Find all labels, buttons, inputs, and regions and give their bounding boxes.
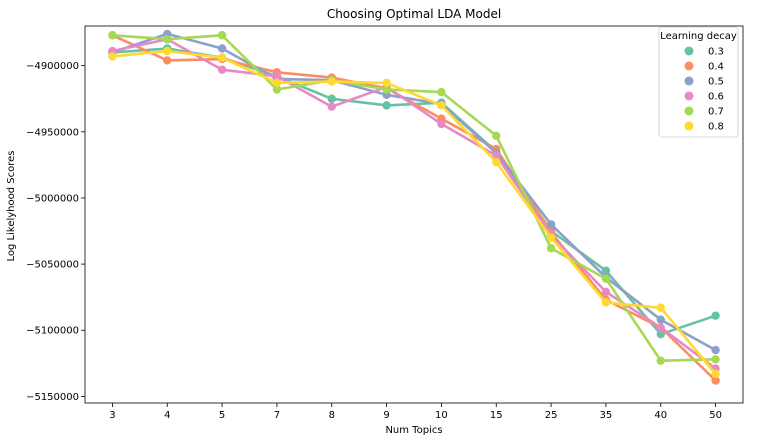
legend-box bbox=[658, 26, 739, 138]
legend-label-0.3: 0.3 bbox=[708, 47, 724, 58]
data-point-0.7 bbox=[108, 31, 117, 40]
x-tick-label: 3 bbox=[109, 410, 115, 421]
data-point-0.6 bbox=[437, 119, 446, 129]
legend-marker-0.4 bbox=[684, 61, 694, 71]
data-point-0.8 bbox=[656, 303, 665, 312]
data-point-0.3 bbox=[382, 101, 391, 110]
data-point-0.6 bbox=[327, 102, 336, 111]
x-tick-label: 4 bbox=[164, 410, 170, 421]
legend-marker-0.6 bbox=[684, 91, 694, 101]
data-point-0.5 bbox=[711, 345, 720, 355]
x-axis-title: Num Topics bbox=[385, 425, 442, 436]
series-line-0.8 bbox=[111, 49, 717, 376]
data-point-0.8 bbox=[492, 158, 501, 167]
data-point-0.6 bbox=[217, 65, 227, 74]
data-point-0.8 bbox=[601, 298, 611, 307]
x-tick-label: 10 bbox=[435, 410, 448, 421]
data-point-0.7 bbox=[217, 31, 227, 40]
data-point-0.3 bbox=[327, 94, 336, 103]
data-point-0.7 bbox=[437, 87, 446, 97]
x-tick-label: 50 bbox=[709, 410, 722, 421]
legend-marker-0.8 bbox=[684, 121, 694, 131]
y-tick-label: −5100000 bbox=[26, 326, 79, 337]
y-tick-label: −5150000 bbox=[26, 392, 79, 403]
data-point-0.5 bbox=[546, 220, 556, 229]
data-point-0.8 bbox=[711, 369, 720, 379]
y-tick-label: −4900000 bbox=[26, 61, 79, 72]
legend-label-0.4: 0.4 bbox=[708, 62, 724, 73]
data-point-0.4 bbox=[163, 56, 172, 65]
data-point-0.7 bbox=[711, 355, 720, 364]
data-point-0.7 bbox=[163, 35, 172, 44]
legend-label-0.5: 0.5 bbox=[708, 77, 724, 88]
plot-frame bbox=[84, 25, 744, 404]
legend-label-0.6: 0.6 bbox=[708, 92, 724, 103]
x-tick-label: 8 bbox=[329, 410, 335, 421]
y-tick-label: −5000000 bbox=[26, 193, 79, 204]
series-line-0.4 bbox=[111, 33, 717, 382]
legend-marker-0.3 bbox=[684, 46, 694, 56]
x-tick-label: 35 bbox=[600, 410, 613, 421]
data-point-0.5 bbox=[217, 44, 227, 53]
data-point-0.6 bbox=[601, 287, 611, 297]
series-line-0.7 bbox=[111, 33, 717, 363]
x-tick-label: 9 bbox=[383, 410, 389, 421]
data-point-0.7 bbox=[656, 356, 665, 365]
data-point-0.5 bbox=[656, 315, 665, 324]
data-point-0.8 bbox=[382, 78, 391, 88]
data-point-0.8 bbox=[272, 78, 282, 88]
x-tick-label: 40 bbox=[654, 410, 667, 421]
plot-area: 3 4 5 7 8 9 10 15 25 35 40 50 −4900000 −4950000 −50000… bbox=[26, 25, 744, 421]
series-line-0.5 bbox=[111, 32, 717, 352]
data-point-0.6 bbox=[272, 72, 282, 81]
y-axis-title: Log Likelyhood Scores bbox=[6, 151, 17, 262]
data-point-0.7 bbox=[601, 274, 611, 283]
data-point-0.8 bbox=[163, 46, 172, 56]
data-point-0.7 bbox=[382, 85, 391, 94]
data-point-0.6 bbox=[656, 323, 665, 332]
x-tick-label: 5 bbox=[219, 410, 225, 421]
x-tick-label: 25 bbox=[545, 410, 558, 421]
data-point-0.7 bbox=[546, 244, 556, 253]
data-point-0.3 bbox=[711, 311, 720, 320]
data-point-0.7 bbox=[272, 85, 282, 94]
legend-label-0.7: 0.7 bbox=[708, 107, 724, 118]
data-point-0.3 bbox=[656, 330, 665, 339]
legend-label-0.8: 0.8 bbox=[708, 122, 724, 133]
x-tick-label: 7 bbox=[274, 410, 280, 421]
data-point-0.7 bbox=[492, 131, 501, 140]
legend-title: Learning decay bbox=[660, 31, 737, 42]
data-point-0.4 bbox=[711, 376, 720, 385]
legend-marker-0.7 bbox=[684, 106, 694, 116]
data-point-0.8 bbox=[108, 52, 117, 61]
legend-marker-0.5 bbox=[684, 76, 694, 86]
chart-title: Choosing Optimal LDA Model bbox=[327, 7, 501, 21]
data-point-0.8 bbox=[546, 233, 556, 242]
data-point-0.8 bbox=[217, 53, 227, 62]
y-tick-label: −5050000 bbox=[26, 260, 79, 271]
legend: Learning decay 0.3 0.4 0.5 0.6 0.7 0.8 bbox=[658, 26, 739, 138]
x-tick-label: 15 bbox=[490, 410, 503, 421]
data-point-0.3 bbox=[601, 266, 611, 275]
data-point-0.8 bbox=[437, 101, 446, 110]
data-point-0.8 bbox=[327, 77, 336, 86]
y-tick-label: −4950000 bbox=[26, 127, 79, 138]
data-point-0.6 bbox=[492, 151, 501, 160]
series-line-0.6 bbox=[111, 37, 717, 370]
